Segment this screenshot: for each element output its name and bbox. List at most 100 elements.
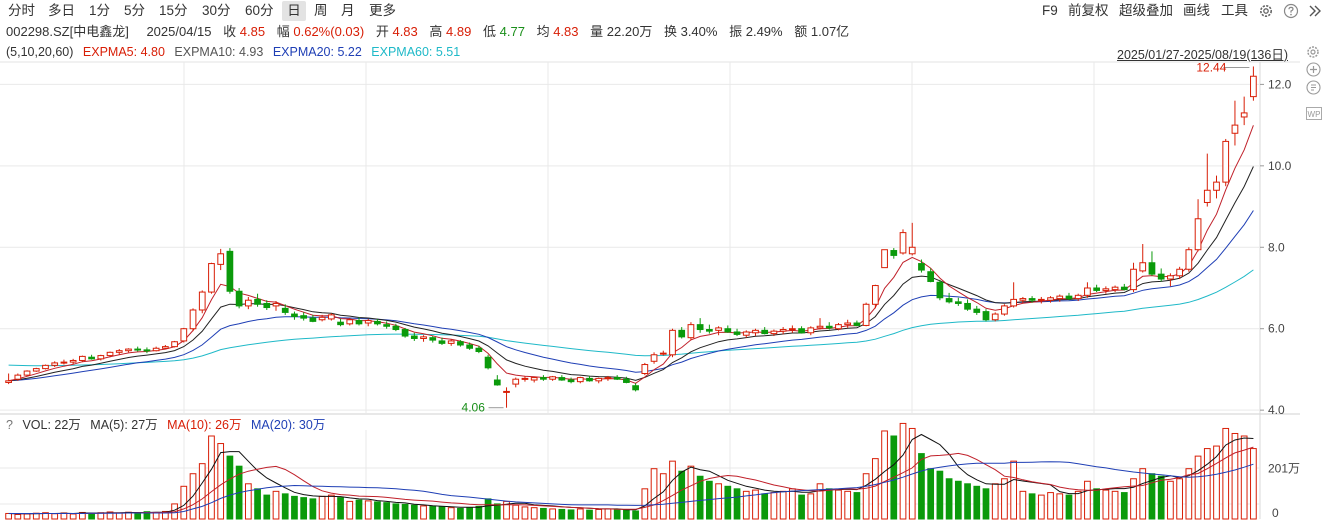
volume-bar [318, 495, 326, 520]
candle-body [364, 320, 372, 324]
candle-body [309, 317, 317, 322]
volume-bar [816, 483, 824, 520]
turnover-label: 换 [663, 24, 677, 39]
tab-15min[interactable]: 15分 [159, 3, 188, 18]
candle-body [32, 368, 40, 372]
vol-ma10-line [8, 446, 1254, 515]
high-label: 高 [429, 24, 443, 39]
candle-body [226, 250, 234, 292]
candle-body [1010, 298, 1018, 307]
volume-bar [88, 512, 95, 520]
volume-bar [871, 458, 879, 520]
volume-bar [291, 495, 298, 520]
tab-week[interactable]: 周 [314, 3, 328, 18]
volume-bar [226, 455, 234, 520]
close-label: 收 [223, 24, 237, 39]
tab-60min[interactable]: 60分 [245, 3, 274, 18]
settings-small-icon[interactable] [1305, 44, 1321, 60]
candle-body [1139, 262, 1147, 272]
volume-bar [23, 513, 31, 520]
volume-bar [779, 490, 787, 520]
candle-body [770, 330, 778, 335]
wp-icon[interactable]: WP [1306, 107, 1322, 121]
volume-bar [595, 508, 603, 520]
candle-body [1148, 262, 1156, 275]
volume-bar [604, 508, 612, 520]
add-indicator-icon[interactable] [1306, 62, 1321, 77]
candle-body [198, 291, 206, 311]
candle-body [383, 324, 391, 327]
candle-body [162, 346, 169, 349]
tab-1min[interactable]: 1分 [89, 3, 111, 18]
gear-icon[interactable] [1258, 3, 1274, 19]
expma5-label: EXPMA5: 4.80 [82, 45, 165, 59]
volume-bar [364, 500, 372, 520]
volume-bar [208, 435, 215, 520]
volume-bar [789, 488, 796, 520]
candle-body [576, 377, 584, 383]
volume-bar [1093, 488, 1100, 520]
volume-bar [761, 493, 769, 520]
candle-body [244, 299, 252, 307]
candle-body [742, 331, 750, 336]
date-range[interactable]: 2025/01/27-2025/08/19(136日) [1117, 48, 1288, 62]
candle-body [125, 348, 132, 352]
tab-multiday[interactable]: 多日 [48, 3, 75, 18]
candle-body [300, 315, 308, 319]
tab-intraday[interactable]: 分时 [8, 3, 35, 18]
volume-bar [752, 489, 759, 520]
candle-body [521, 377, 529, 380]
price-tag-icon[interactable] [1306, 80, 1321, 95]
candle-body [1231, 124, 1239, 134]
tab-5min[interactable]: 5分 [124, 3, 146, 18]
quote-date: 2025/04/15 [146, 24, 212, 39]
tab-month[interactable]: 月 [341, 3, 355, 18]
candle-body [88, 356, 95, 360]
f9-button[interactable]: F9 [1042, 3, 1058, 18]
vol-ma5-label: MA(5): 27万 [90, 418, 158, 432]
tab-30min[interactable]: 30分 [202, 3, 231, 18]
amount-label: 额 [794, 24, 808, 39]
volume-bar [1074, 490, 1082, 520]
candle-body [235, 290, 243, 307]
volume-bar [1019, 490, 1027, 520]
volume-bar [687, 465, 695, 520]
help-question-icon[interactable]: ? [6, 418, 13, 432]
volume-bar [5, 512, 12, 520]
candle-body [789, 328, 796, 331]
volume-bar [798, 494, 805, 520]
volume-bar [1037, 494, 1045, 520]
price-adjust-button[interactable]: 前复权 [1068, 3, 1109, 18]
tab-more[interactable]: 更多 [369, 3, 396, 18]
avg-label: 均 [536, 24, 550, 39]
help-icon[interactable] [1283, 3, 1299, 19]
candle-body [1167, 275, 1174, 280]
ma-params[interactable]: (5,10,20,60) [6, 45, 74, 59]
draw-line-button[interactable]: 画线 [1183, 3, 1210, 18]
candle-body [392, 325, 400, 331]
amplitude-label: 振 [729, 24, 743, 39]
vol-tick-label: 0 [1272, 506, 1279, 520]
volume-bar [881, 430, 888, 520]
tools-button[interactable]: 工具 [1221, 3, 1248, 18]
volume-bar [346, 500, 354, 520]
volume-bar [1120, 492, 1128, 520]
candle-body [318, 316, 326, 321]
double-chevron-right-icon[interactable] [1307, 3, 1323, 19]
volume-legend: ? VOL: 22万 MA(5): 27万 MA(10): 26万 MA(20)… [6, 417, 331, 433]
stock-code: 002298.SZ[中电鑫龙] [6, 24, 129, 39]
super-overlay-button[interactable]: 超级叠加 [1119, 3, 1173, 18]
candle-body [964, 302, 971, 310]
volume-bar [936, 470, 944, 520]
candle-body [106, 351, 114, 357]
volume-bar [669, 460, 676, 520]
candle-body [659, 352, 667, 355]
tab-day[interactable]: 日 [282, 1, 306, 21]
candle-body [1093, 287, 1100, 291]
candle-body [1213, 181, 1220, 191]
candle-body [1102, 288, 1110, 291]
volume-bar [982, 488, 990, 520]
candle-body [1111, 286, 1119, 291]
candle-body [991, 313, 999, 321]
